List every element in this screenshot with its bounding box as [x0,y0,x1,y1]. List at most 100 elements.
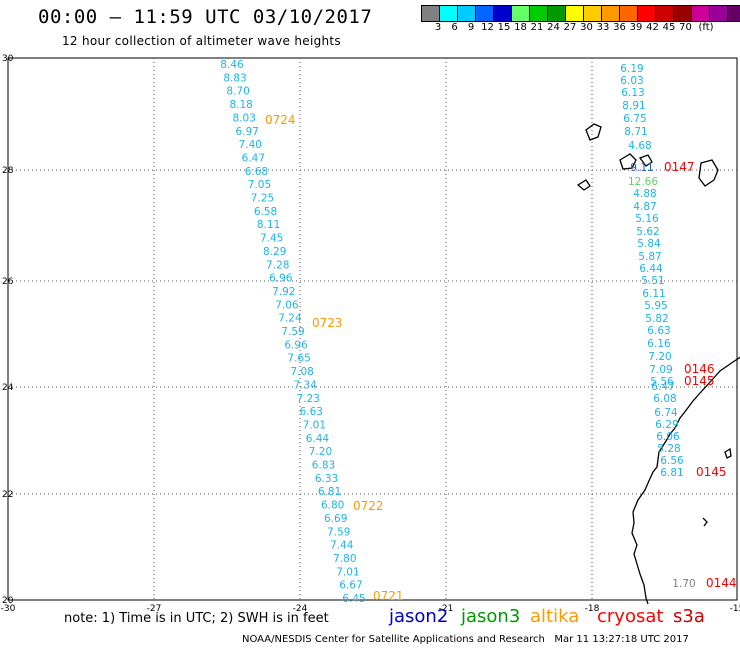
wave-height-label: 6.08 [653,393,676,405]
pass-time-label: 0146 [684,362,715,376]
color-scale-label: 18 [514,22,527,33]
wave-height-label: 6.58 [254,206,277,218]
footnote: note: 1) Time is in UTC; 2) SWH is in fe… [64,611,329,626]
lat-tick-label: 20 [2,596,14,606]
wave-height-label: 6.67 [339,580,362,592]
credit-line: NOAA/NESDIS Center for Satellite Applica… [242,634,689,645]
wave-height-label: 8.18 [229,99,252,111]
wave-height-label: 6.47 [242,152,265,164]
legend-item: s3a [673,606,705,627]
wave-height-label: 6.33 [315,473,338,485]
wave-height-label: 8.71 [624,126,647,138]
cryosat-track-east: 6.196.036.138.916.758.714.689.1112.664.8… [620,63,736,590]
cape-verde-islet [724,447,732,459]
wave-height-label: 5.84 [637,238,661,250]
wave-height-label: 6.11 [642,288,665,300]
wave-height-label: 7.25 [251,193,274,205]
map-subtitle: 12 hour collection of altimeter wave hei… [62,34,341,48]
color-scale-label: 24 [547,22,560,33]
wave-height-label: 7.08 [290,366,313,378]
wave-height-label: 8.46 [220,59,244,71]
map-frame [7,57,738,601]
wave-height-label: 6.96 [269,273,293,285]
wave-height-label: 6.16 [647,338,671,350]
wave-height-label: 8.03 [233,112,256,124]
pass-time-label: 0724 [265,113,296,127]
color-scale-label: 36 [613,22,626,33]
map-title: 00:00 – 11:59 UTC 03/10/2017 [38,6,373,28]
color-scale-label: 3 [434,22,442,33]
lon-tick-label: -21 [439,604,454,614]
wave-height-label: 7.59 [327,526,350,538]
wave-height-label: 7.20 [648,351,671,363]
wave-height-label: 6.03 [620,75,643,87]
wave-height-label: 6.47 [651,381,674,393]
wave-height-label: 7.20 [309,446,332,458]
color-scale-bar [421,5,740,22]
color-scale-label: 12 [481,22,494,33]
color-scale-label: 33 [596,22,610,33]
wave-height-label: 7.06 [275,299,299,311]
wave-height-label: 6.75 [623,113,646,125]
pass-time-label: 0147 [664,160,695,174]
lon-tick-label: -24 [293,604,308,614]
wave-height-label: 7.44 [330,540,354,552]
wave-height-label: 8.11 [257,219,280,231]
wave-height-label: 5.87 [638,251,661,263]
wave-height-label: 7.24 [278,313,302,325]
lat-tick-label: 28 [2,166,14,176]
wave-height-label: 6.81 [660,467,683,479]
color-scale-label: (ft) [698,22,714,33]
wave-height-label: 1.70 [672,578,695,590]
legend-item: cryosat [597,606,664,627]
wave-height-label: 6.44 [639,263,663,275]
pass-time-label: 0722 [353,499,384,513]
wave-height-label: 9.11 [630,162,653,174]
color-scale-label: 27 [563,22,577,33]
wave-height-label: 6.44 [306,433,330,445]
map-grid: -30 -27 -24 -21 -18 -15 30 28 26 24 22 20 [1,54,740,614]
wave-height-label: 6.63 [300,406,323,418]
canary-island-3 [585,123,602,141]
color-scale-labels: 3 6 9 12 15 18 21 24 27 30 33 36 39 42 45 70 (ft) [421,22,740,36]
color-scale-label: 15 [497,22,511,33]
coastline-africa [631,356,740,605]
wave-height-label: 7.28 [266,259,289,271]
canary-island-2 [619,153,637,170]
wave-height-label: 6.06 [656,431,680,443]
wave-height-label: 6.83 [312,460,335,472]
color-swatch [727,5,740,22]
wave-height-label: 6.81 [318,486,341,498]
wave-height-label: 6.19 [620,63,643,75]
wave-height-label: 6.68 [245,166,268,178]
altika-track-west: 8.468.83 8.708.188.03 6.977.406.47 6.687.05… [220,59,403,605]
wave-height-label: 12.66 [628,176,658,188]
wave-height-label: 5.51 [641,275,664,287]
wave-height-label: 7.92 [272,286,295,298]
lon-tick-label: -27 [147,604,162,614]
wave-height-label: 8.83 [223,72,246,84]
wave-height-label: 6.56 [660,455,684,467]
wave-height-label: 7.45 [260,233,283,245]
coast-islet [702,517,708,527]
wave-height-label: 8.29 [263,246,286,258]
wave-height-label: 7.65 [287,353,310,365]
pass-time-label: 0145 [684,374,715,388]
wave-height-label: 7.40 [239,139,262,151]
color-scale-label: 6 [451,22,458,33]
wave-height-label: 6.74 [654,407,678,419]
legend-item: jason3 [461,606,521,627]
wave-height-label: 6.97 [236,126,259,138]
pass-time-label: 0144 [706,576,737,590]
legend-item: jason2 [389,606,449,627]
wave-height-label: 6.80 [321,500,344,512]
pass-time-label: 0721 [373,589,404,603]
wave-height-label: 8.70 [226,86,249,98]
wave-height-label: 6.96 [284,339,308,351]
lon-tick-label: -15 [730,604,740,614]
wave-height-label: 7.01 [303,419,326,431]
wave-height-label: 5.16 [635,213,659,225]
wave-height-label: 7.59 [281,326,304,338]
color-scale-label: 45 [662,22,676,33]
